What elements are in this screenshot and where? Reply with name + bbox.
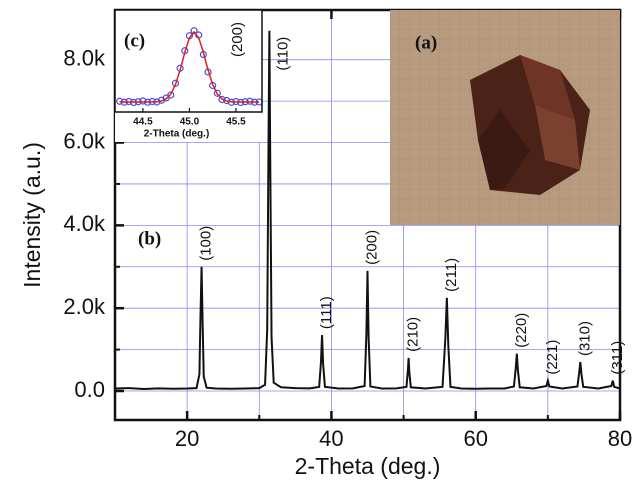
y-tick-label: 6.0k: [63, 128, 106, 153]
x-tick-label: 40: [319, 426, 343, 451]
y-tick-label: 0.0: [74, 377, 105, 402]
panel-label: (b): [138, 228, 161, 249]
x-axis-label: 2-Theta (deg.): [295, 453, 441, 479]
y-tick-label: 4.0k: [63, 211, 106, 236]
peak-label: (311): [609, 341, 626, 375]
peak-label: (110): [274, 37, 291, 71]
peak-label: (100): [198, 226, 215, 261]
x-tick-label: 60: [463, 426, 487, 451]
peak-label: (200): [363, 230, 380, 265]
inset-x-axis-label: 2-Theta (deg.): [144, 129, 210, 140]
x-tick-label: 80: [608, 426, 632, 451]
y-tick-label: 8.0k: [63, 46, 106, 71]
y-axis-label: Intensity (a.u.): [19, 142, 45, 288]
peak-label: (221): [544, 340, 561, 375]
y-tick-label: 2.0k: [63, 294, 106, 319]
inset-x-tick-label: 44.5: [133, 117, 153, 128]
chart: 20 40 60 80 0.0 2.0k 4.0k 6.0k 8.0k (100) (110) (11…: [0, 0, 636, 484]
peak-label: (220): [513, 313, 530, 348]
peak-label: (111): [318, 296, 335, 329]
x-tick-label: 20: [175, 426, 199, 451]
peak-label: (210): [405, 317, 422, 352]
inset-x-tick-label: 45.5: [226, 117, 246, 128]
sample-photo: (a): [390, 10, 620, 225]
photo-label: (a): [415, 32, 437, 53]
inset-x-tick-label: 45.0: [180, 117, 200, 128]
peak-label: (310): [576, 321, 593, 356]
inset-panel-label: (c): [124, 30, 145, 51]
peak-label: (211): [443, 258, 460, 292]
inset: 44.5 45.0 45.5 2-Theta (deg.) (c) (200): [115, 10, 262, 142]
inset-annotation: (200): [229, 22, 246, 57]
